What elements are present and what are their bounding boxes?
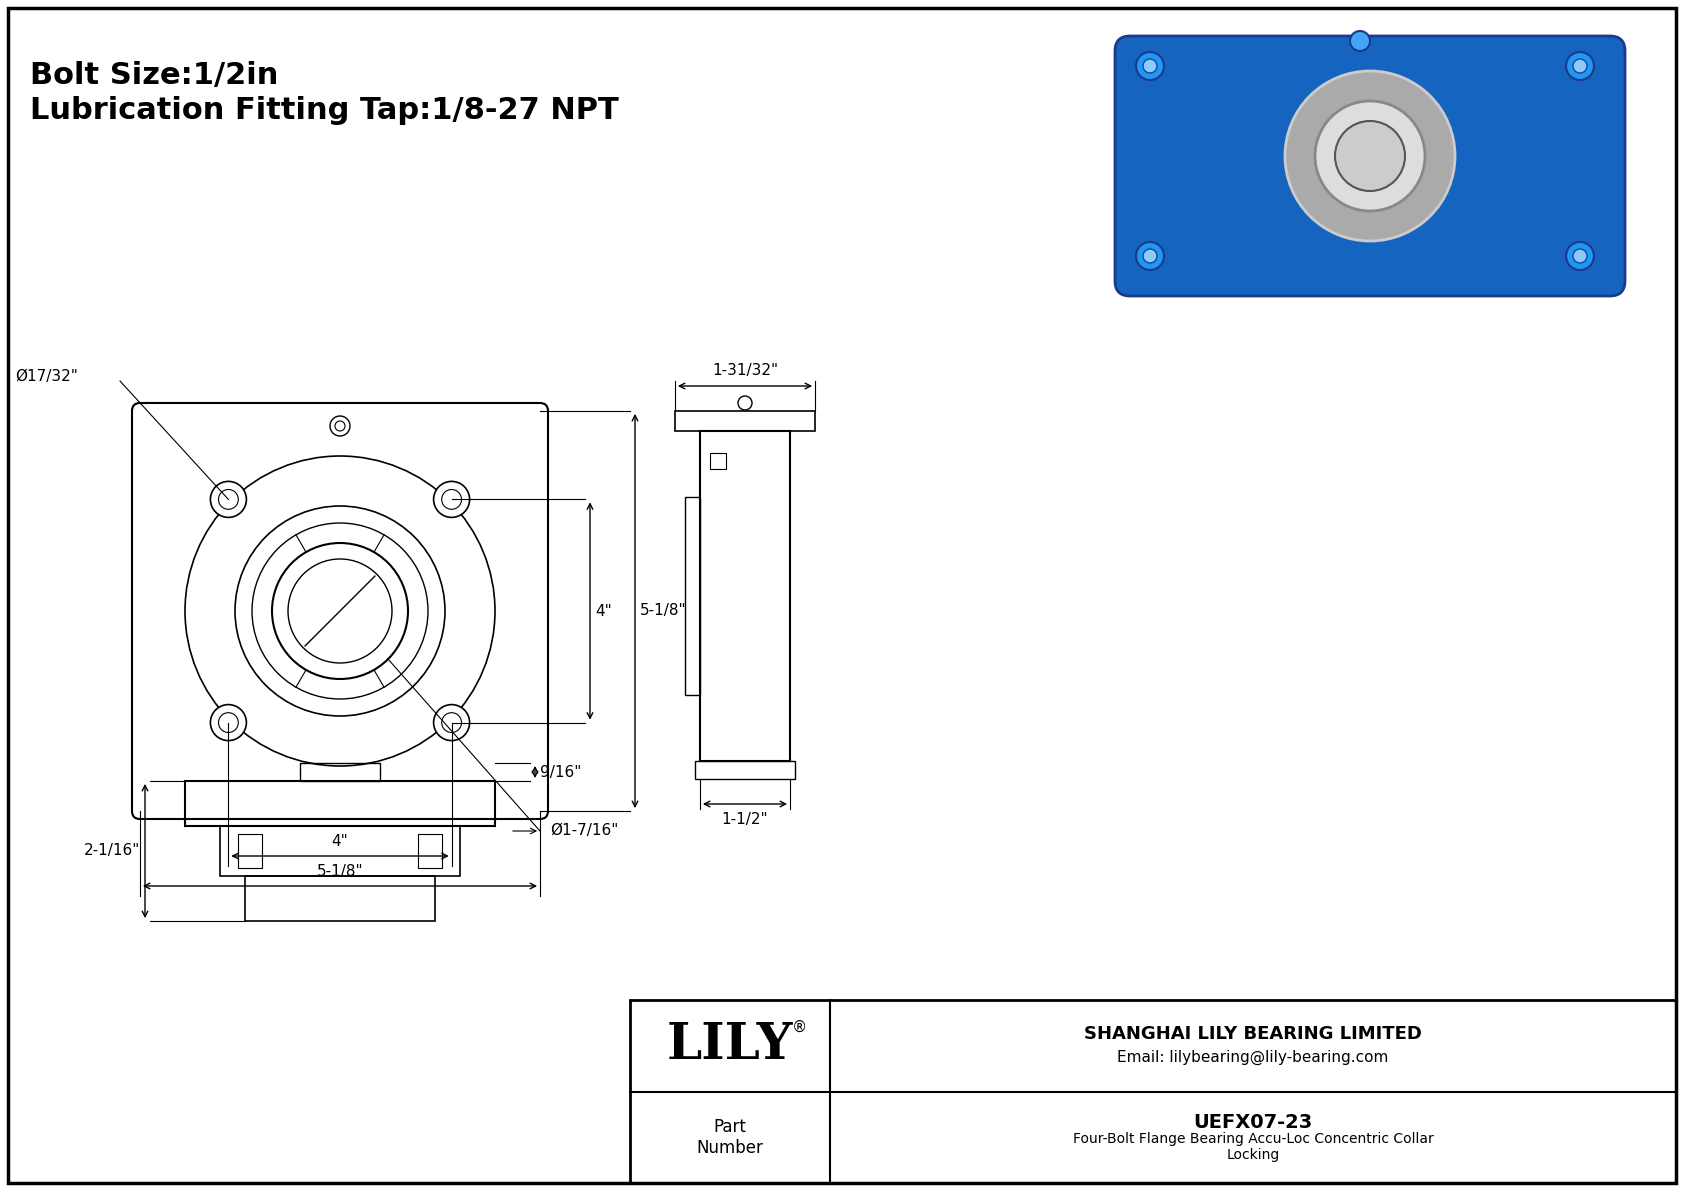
Circle shape — [288, 559, 392, 663]
Text: UEFX07-23: UEFX07-23 — [1194, 1112, 1312, 1131]
Bar — [701, 431, 790, 761]
Text: ®: ® — [793, 1021, 808, 1035]
FancyBboxPatch shape — [1115, 36, 1625, 297]
Bar — [711, 453, 726, 469]
Circle shape — [273, 543, 408, 679]
Circle shape — [210, 705, 246, 741]
Bar — [221, 827, 460, 877]
Circle shape — [441, 490, 461, 510]
Text: Bolt Size:1/2in: Bolt Size:1/2in — [30, 61, 278, 91]
Circle shape — [236, 506, 445, 716]
Text: 5-1/8": 5-1/8" — [317, 863, 364, 879]
Bar — [237, 834, 263, 868]
Circle shape — [1143, 60, 1157, 73]
Circle shape — [1137, 52, 1164, 80]
Text: Email: lilybearing@lily-bearing.com: Email: lilybearing@lily-bearing.com — [1116, 1050, 1389, 1066]
Text: 4": 4" — [332, 834, 349, 849]
Bar — [695, 761, 795, 779]
Circle shape — [210, 481, 246, 517]
Bar — [300, 763, 381, 781]
Bar — [185, 781, 495, 827]
Text: Lubrication Fitting Tap:1/8-27 NPT: Lubrication Fitting Tap:1/8-27 NPT — [30, 96, 618, 125]
Circle shape — [738, 395, 753, 410]
Circle shape — [1315, 101, 1425, 211]
Circle shape — [433, 481, 470, 517]
Text: LILY: LILY — [667, 1021, 793, 1071]
Circle shape — [185, 456, 495, 766]
Circle shape — [219, 490, 239, 510]
Circle shape — [1285, 71, 1455, 241]
Bar — [685, 497, 701, 696]
Text: Ø1-7/16": Ø1-7/16" — [551, 823, 618, 838]
Circle shape — [1566, 52, 1595, 80]
Circle shape — [335, 420, 345, 431]
Text: 1-1/2": 1-1/2" — [722, 812, 768, 827]
Text: SHANGHAI LILY BEARING LIMITED: SHANGHAI LILY BEARING LIMITED — [1084, 1024, 1421, 1043]
Text: 4": 4" — [594, 604, 611, 618]
Circle shape — [253, 523, 428, 699]
Circle shape — [219, 712, 239, 732]
Bar — [630, 1000, 1676, 1183]
Text: Ø17/32": Ø17/32" — [15, 368, 77, 384]
Text: Part
Number: Part Number — [697, 1118, 763, 1156]
Circle shape — [1143, 249, 1157, 263]
Circle shape — [1573, 249, 1586, 263]
Circle shape — [1351, 31, 1371, 51]
Text: 2-1/16": 2-1/16" — [84, 843, 140, 859]
Text: 9/16": 9/16" — [541, 765, 581, 779]
Circle shape — [433, 705, 470, 741]
Circle shape — [1335, 121, 1404, 191]
Circle shape — [1573, 60, 1586, 73]
FancyBboxPatch shape — [131, 403, 547, 819]
Bar — [675, 411, 815, 431]
Text: Four-Bolt Flange Bearing Accu-Loc Concentric Collar
Locking: Four-Bolt Flange Bearing Accu-Loc Concen… — [1073, 1133, 1433, 1162]
Text: 5-1/8": 5-1/8" — [640, 604, 687, 618]
Circle shape — [1137, 242, 1164, 270]
Bar — [418, 834, 441, 868]
Circle shape — [330, 416, 350, 436]
Text: 1-31/32": 1-31/32" — [712, 363, 778, 378]
Circle shape — [1566, 242, 1595, 270]
Bar — [244, 877, 434, 921]
Circle shape — [441, 712, 461, 732]
